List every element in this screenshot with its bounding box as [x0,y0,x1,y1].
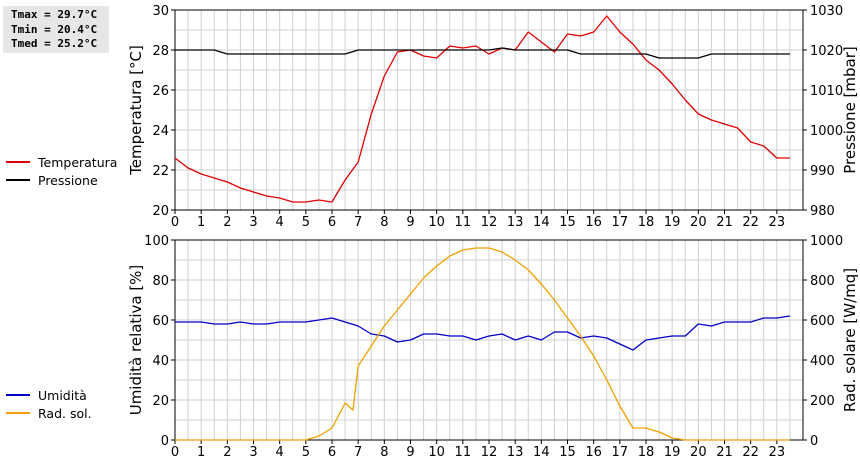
x-tick-label: 4 [276,215,284,230]
x-tick-label: 7 [354,215,362,230]
y-tick-label: 26 [152,84,169,99]
y-tick-label: 22 [152,164,169,179]
y-axis-title: Temperatura [°C] [127,45,145,176]
x-tick-label: 4 [276,445,284,460]
x-tick-label: 23 [769,215,786,230]
legend-label: Pressione [38,172,98,188]
x-tick-label: 3 [249,445,257,460]
y-tick-label: 30 [152,4,169,19]
x-tick-label: 11 [455,215,472,230]
x-tick-label: 5 [302,215,310,230]
x-tick-label: 5 [302,445,310,460]
x-tick-label: 14 [533,445,550,460]
y2-tick-label: 600 [810,314,835,329]
stats-tmin: Tmin = 20.4°C [11,22,98,36]
x-tick-label: 9 [406,445,414,460]
x-tick-label: 13 [507,215,524,230]
legend-swatch [6,412,30,414]
y2-tick-label: 1010 [810,84,843,99]
y2-tick-label: 980 [810,204,835,219]
y2-tick-label: 1000 [810,124,843,139]
y2-tick-label: 1000 [810,234,843,249]
x-tick-label: 7 [354,445,362,460]
legend-item-temperatura: Temperatura [6,153,117,171]
x-tick-label: 8 [380,215,388,230]
x-tick-label: 3 [249,215,257,230]
x-tick-label: 6 [328,215,336,230]
x-tick-label: 6 [328,445,336,460]
series-line-temperatura [174,15,790,203]
legend-label: Rad. sol. [38,405,92,421]
x-tick-label: 21 [716,215,733,230]
legend-item-umidita: Umidità [6,386,92,404]
x-tick-label: 0 [171,215,179,230]
x-tick-label: 14 [533,215,550,230]
legend-bottom: Umidità Rad. sol. [6,386,92,422]
x-tick-label: 22 [742,445,759,460]
y-tick-label: 40 [152,354,169,369]
legend-label: Temperatura [38,154,118,170]
legend-label: Umidità [38,387,87,403]
legend-swatch [6,179,30,181]
x-tick-label: 23 [769,445,786,460]
y-tick-label: 80 [152,274,169,289]
x-tick-label: 13 [507,445,524,460]
x-tick-label: 15 [559,215,576,230]
x-tick-label: 18 [638,215,655,230]
x-tick-label: 0 [171,445,179,460]
y2-tick-label: 990 [810,164,835,179]
x-tick-label: 9 [406,215,414,230]
x-tick-label: 10 [428,215,445,230]
y-tick-label: 28 [152,44,169,59]
x-tick-label: 17 [612,445,629,460]
series-line-pressione [175,47,790,59]
y-tick-label: 60 [152,314,169,329]
x-tick-label: 20 [690,445,707,460]
series-line-rad-sol [175,247,790,441]
x-tick-label: 22 [742,215,759,230]
x-tick-label: 20 [690,215,707,230]
legend-swatch [6,161,30,163]
x-tick-label: 19 [664,445,681,460]
x-tick-label: 8 [380,445,388,460]
x-tick-label: 12 [481,445,498,460]
y-axis-title: Umidità relativa [%] [127,265,145,416]
stats-tmed: Tmed = 25.2°C [11,37,98,50]
x-tick-label: 16 [585,215,602,230]
y-tick-label: 24 [152,124,169,139]
legend-item-pressione: Pressione [6,171,117,189]
x-tick-label: 1 [197,215,205,230]
y-tick-label: 0 [161,434,169,449]
x-tick-label: 12 [481,215,498,230]
y2-tick-label: 0 [810,434,818,449]
x-tick-label: 10 [428,445,445,460]
y2-axis-title: Pressione [mbar] [841,46,859,174]
x-tick-label: 2 [223,445,231,460]
x-tick-label: 2 [223,215,231,230]
x-tick-label: 18 [638,445,655,460]
y-tick-label: 20 [152,204,169,219]
series-line-umidit [175,315,790,351]
y2-tick-label: 1030 [810,4,843,19]
y2-tick-label: 400 [810,354,835,369]
x-tick-label: 1 [197,445,205,460]
stats-tmax: Tmax = 29.7°C [11,8,98,21]
x-tick-label: 15 [559,445,576,460]
x-tick-label: 21 [716,445,733,460]
y-tick-label: 100 [144,234,169,249]
stats-box: Tmax = 29.7°C Tmin = 20.4°C Tmed = 25.2°… [3,6,109,53]
y2-axis-title: Rad. solare [W/mq] [841,268,859,412]
x-tick-label: 16 [585,445,602,460]
y2-tick-label: 800 [810,274,835,289]
y-tick-label: 20 [152,394,169,409]
y2-tick-label: 1020 [810,44,843,59]
legend-item-radsol: Rad. sol. [6,404,92,422]
x-tick-label: 17 [612,215,629,230]
legend-top: Temperatura Pressione [6,153,117,189]
x-tick-label: 19 [664,215,681,230]
legend-swatch [6,394,30,396]
y2-tick-label: 200 [810,394,835,409]
x-tick-label: 11 [455,445,472,460]
